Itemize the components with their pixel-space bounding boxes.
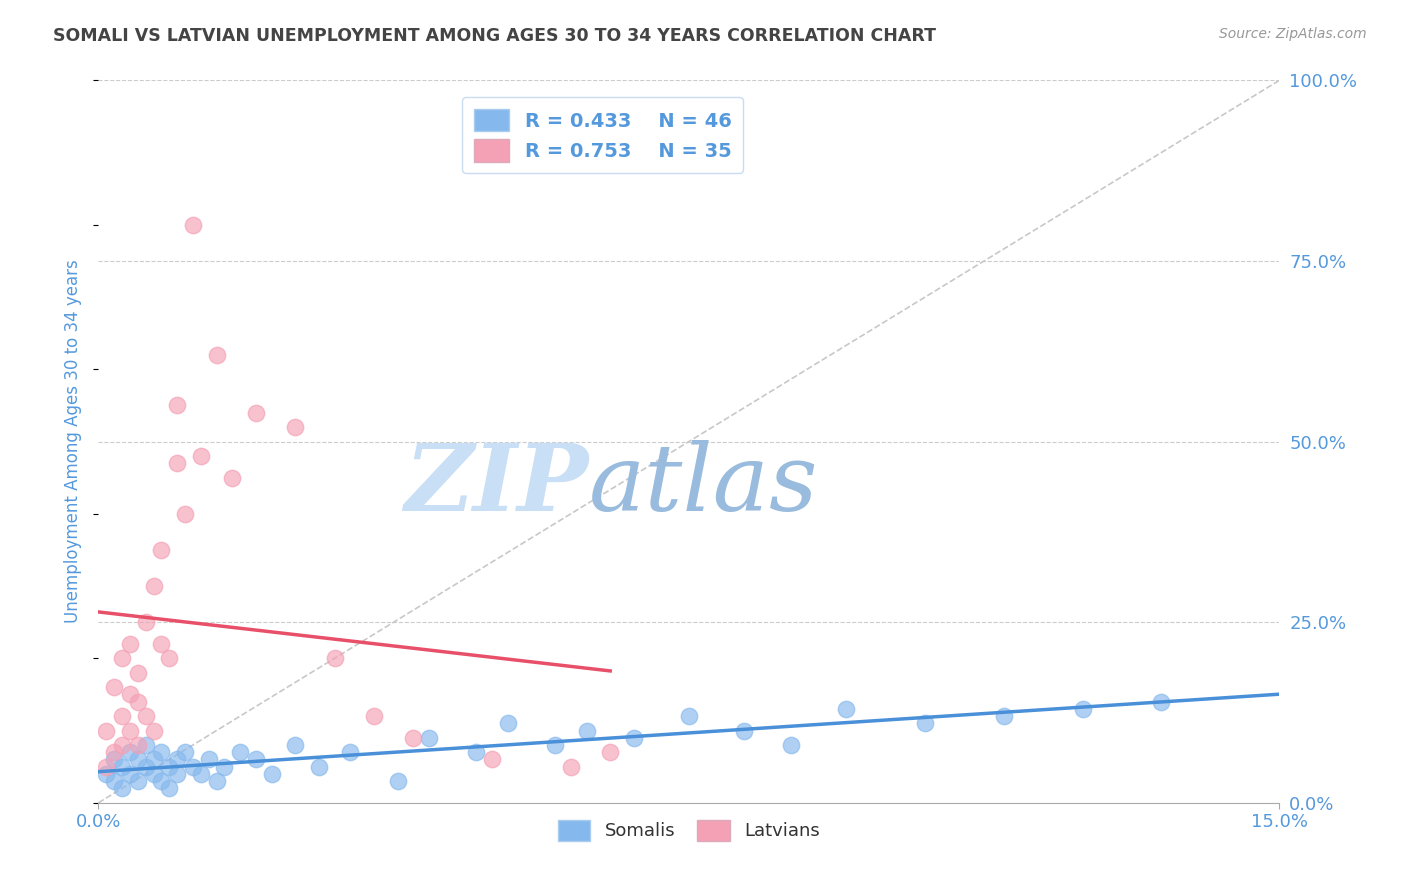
Point — [127, 774, 149, 789]
Point — [135, 760, 157, 774]
Point — [142, 723, 165, 738]
Text: Source: ZipAtlas.com: Source: ZipAtlas.com — [1219, 27, 1367, 41]
Point — [174, 745, 197, 759]
Point — [835, 702, 858, 716]
Point — [96, 723, 118, 738]
Point — [96, 767, 118, 781]
Point — [197, 752, 219, 766]
Point — [190, 767, 212, 781]
Point — [221, 470, 243, 484]
Point — [150, 774, 173, 789]
Point — [150, 745, 173, 759]
Point — [260, 767, 283, 781]
Point — [190, 449, 212, 463]
Point — [496, 716, 519, 731]
Point — [103, 752, 125, 766]
Point — [560, 760, 582, 774]
Point — [284, 420, 307, 434]
Point — [135, 615, 157, 630]
Point — [142, 767, 165, 781]
Point — [308, 760, 330, 774]
Point — [142, 579, 165, 593]
Point — [118, 767, 141, 781]
Point — [181, 760, 204, 774]
Point — [103, 745, 125, 759]
Point — [323, 651, 346, 665]
Point — [245, 752, 267, 766]
Point — [780, 738, 803, 752]
Point — [157, 651, 180, 665]
Point — [181, 218, 204, 232]
Point — [135, 738, 157, 752]
Point — [142, 752, 165, 766]
Legend: Somalis, Latvians: Somalis, Latvians — [551, 813, 827, 848]
Point — [103, 680, 125, 694]
Point — [166, 398, 188, 412]
Point — [118, 723, 141, 738]
Point — [402, 731, 425, 745]
Point — [127, 665, 149, 680]
Point — [127, 695, 149, 709]
Point — [166, 752, 188, 766]
Point — [481, 752, 503, 766]
Point — [150, 637, 173, 651]
Point — [1071, 702, 1094, 716]
Point — [166, 767, 188, 781]
Point — [118, 637, 141, 651]
Point — [127, 752, 149, 766]
Text: atlas: atlas — [589, 440, 818, 530]
Point — [135, 709, 157, 723]
Point — [205, 774, 228, 789]
Point — [174, 507, 197, 521]
Point — [465, 745, 488, 759]
Point — [733, 723, 755, 738]
Point — [914, 716, 936, 731]
Point — [205, 348, 228, 362]
Point — [418, 731, 440, 745]
Point — [214, 760, 236, 774]
Point — [623, 731, 645, 745]
Point — [118, 745, 141, 759]
Point — [229, 745, 252, 759]
Point — [96, 760, 118, 774]
Point — [599, 745, 621, 759]
Point — [544, 738, 567, 752]
Text: ZIP: ZIP — [405, 440, 589, 530]
Point — [339, 745, 361, 759]
Point — [118, 687, 141, 701]
Point — [387, 774, 409, 789]
Y-axis label: Unemployment Among Ages 30 to 34 years: Unemployment Among Ages 30 to 34 years — [65, 260, 83, 624]
Text: SOMALI VS LATVIAN UNEMPLOYMENT AMONG AGES 30 TO 34 YEARS CORRELATION CHART: SOMALI VS LATVIAN UNEMPLOYMENT AMONG AGE… — [53, 27, 936, 45]
Point — [111, 651, 134, 665]
Point — [111, 709, 134, 723]
Point — [103, 774, 125, 789]
Point — [111, 738, 134, 752]
Point — [284, 738, 307, 752]
Point — [575, 723, 598, 738]
Point — [678, 709, 700, 723]
Point — [157, 760, 180, 774]
Point — [157, 781, 180, 796]
Point — [127, 738, 149, 752]
Point — [363, 709, 385, 723]
Point — [111, 781, 134, 796]
Point — [166, 456, 188, 470]
Point — [150, 542, 173, 557]
Point — [993, 709, 1015, 723]
Point — [1150, 695, 1173, 709]
Point — [245, 406, 267, 420]
Point — [111, 760, 134, 774]
